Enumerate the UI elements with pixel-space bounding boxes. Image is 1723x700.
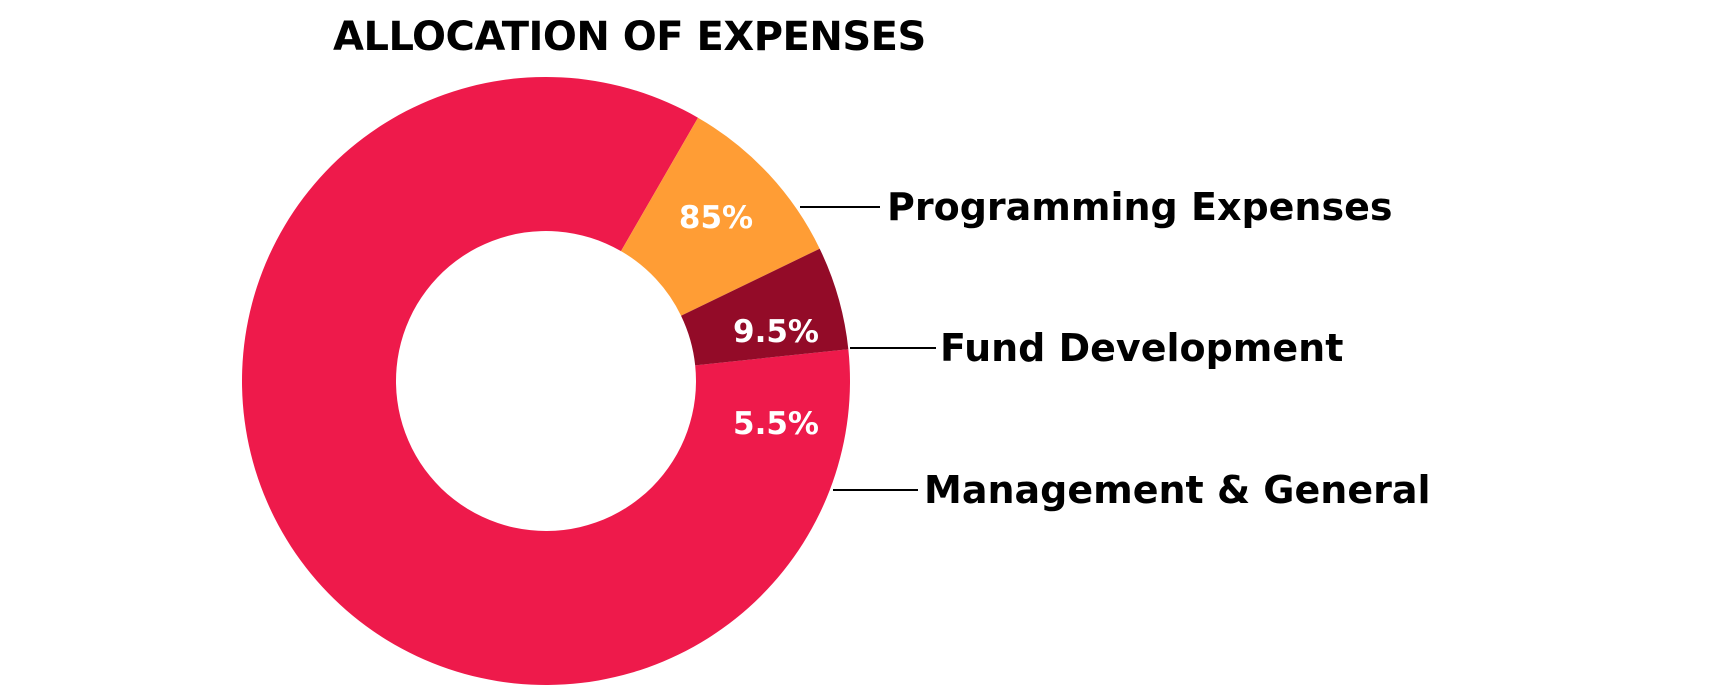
pct-label-fund-development: 9.5% [733,314,819,350]
slice-programming-expenses [241,77,850,685]
slice-management-and-general [681,248,849,366]
legend-label-management-and-general: Management & General [924,468,1431,512]
legend: Programming Expenses Fund Development Mana… [800,185,1431,512]
percentage-labels: 85% 9.5% 5.5% [679,200,819,442]
chart-title: ALLOCATION OF EXPENSES [333,14,926,60]
pct-label-programming-expenses: 85% [679,200,753,236]
slice-fund-development [621,117,820,316]
legend-label-fund-development: Fund Development [940,326,1343,370]
donut-slices [241,77,850,685]
legend-label-programming-expenses: Programming Expenses [887,185,1393,229]
pct-label-management-and-general: 5.5% [733,406,819,442]
